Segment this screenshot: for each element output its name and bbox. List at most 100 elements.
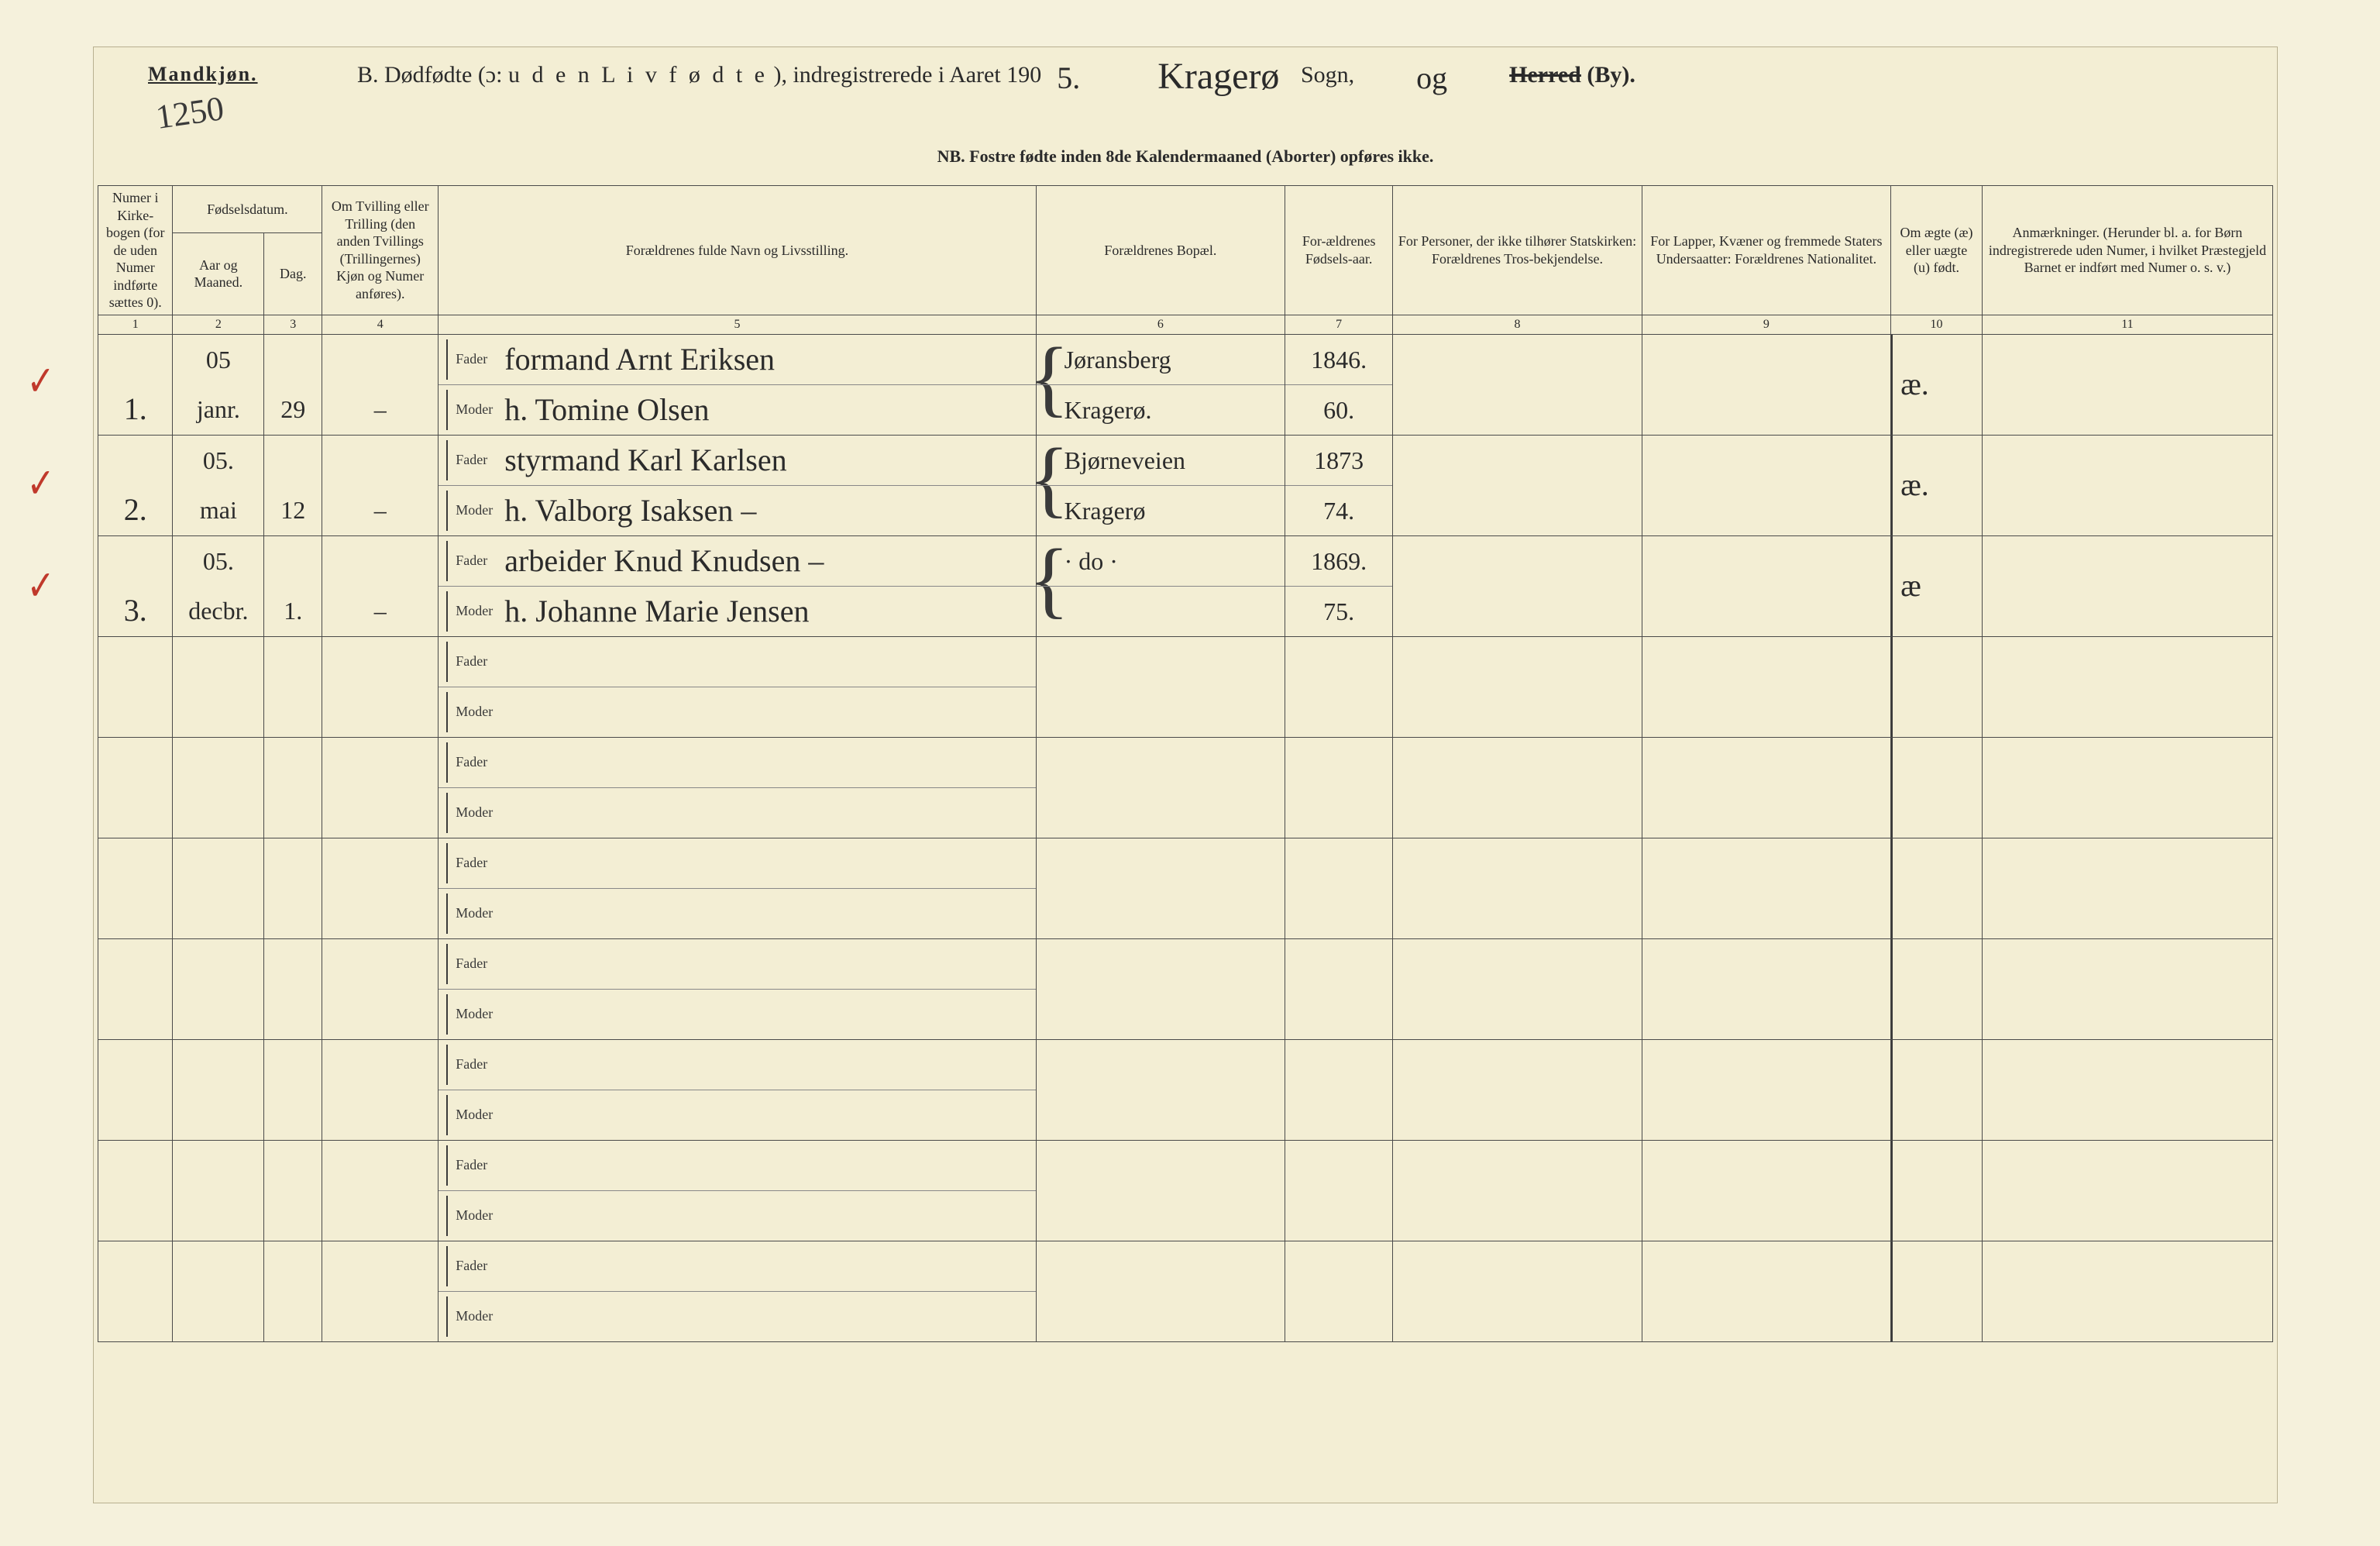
moder-label: Moder (446, 894, 497, 934)
col-header-11: Anmærkninger. (Herunder bl. a. for Børn … (1982, 186, 2272, 315)
colnum-3: 3 (264, 315, 322, 334)
title-spaced: u d e n L i v f ø d t e (508, 62, 768, 88)
moder-residence: Kragerø. (1044, 398, 1152, 422)
fader-label: Fader (446, 339, 497, 380)
col-header-6: Forældrenes Bopæl. (1036, 186, 1285, 315)
col-header-2: Aar og Maaned. (173, 233, 264, 315)
page-header: Mandkjøn. B. Dødfødte (ɔ: u d e n L i v … (94, 47, 2277, 167)
table-row-blank: Fader Moder (98, 1039, 2273, 1140)
fader-label: Fader (446, 440, 497, 480)
moder-name: h. Johanne Marie Jensen (504, 596, 809, 627)
entry-twin: – (330, 598, 430, 623)
colnum-10: 10 (1891, 315, 1983, 334)
moder-label: Moder (446, 793, 497, 833)
colnum-1: 1 (98, 315, 173, 334)
herred-struck: Herred (1509, 62, 1581, 88)
col-header-3: Dag. (264, 233, 322, 315)
fader-name: styrmand Karl Karlsen (504, 445, 786, 476)
subtitle-nb: NB. Fostre fødte inden 8de Kalendermaane… (125, 146, 2246, 167)
fader-label: Fader (446, 944, 497, 984)
moder-label: Moder (446, 390, 497, 430)
label-by: (By). (1587, 62, 1635, 88)
entry-nationality (1642, 535, 1890, 636)
fader-birthyear: 1869. (1293, 549, 1384, 573)
ledger-page: Mandkjøn. B. Dødfødte (ɔ: u d e n L i v … (93, 46, 2278, 1503)
table-row: 2. 05. mai 12 – Fader styrmand Karl Karl… (98, 435, 2273, 535)
moder-label: Moder (446, 994, 497, 1035)
moder-label: Moder (446, 1095, 497, 1135)
entry-month: janr. (181, 397, 256, 422)
red-check-icon: ✓ (27, 459, 55, 508)
fader-label: Fader (446, 642, 497, 682)
entry-twin: – (330, 498, 430, 522)
entry-notes (1982, 334, 2272, 435)
entry-legitimacy: æ (1900, 570, 1921, 601)
col-header-7: For-ældrenes Fødsels-aar. (1285, 186, 1393, 315)
moder-birthyear: 60. (1293, 398, 1384, 422)
fader-name: formand Arnt Eriksen (504, 344, 775, 375)
moder-label: Moder (446, 692, 497, 732)
table-head: Numer i Kirke-bogen (for de uden Numer i… (98, 186, 2273, 335)
entry-faith (1393, 334, 1642, 435)
entry-faith (1393, 435, 1642, 535)
entry-year: 05 (181, 347, 256, 372)
moder-label: Moder (446, 491, 497, 531)
table-row: 1. 05 janr. 29 – Fader formand Arnt Erik… (98, 334, 2273, 435)
fader-name: arbeider Knud Knudsen – (504, 546, 824, 577)
entry-day: 1. (272, 598, 314, 623)
entry-day: 29 (272, 397, 314, 422)
moder-label: Moder (446, 591, 497, 632)
table-row-blank: Fader Moder (98, 1241, 2273, 1341)
colnum-5: 5 (439, 315, 1036, 334)
entry-faith (1393, 535, 1642, 636)
moder-name: h. Valborg Isaksen – (504, 495, 756, 526)
entry-nationality (1642, 334, 1890, 435)
fader-residence: Bjørneveien (1044, 448, 1185, 473)
colnum-6: 6 (1036, 315, 1285, 334)
fader-label: Fader (446, 1045, 497, 1085)
moder-label: Moder (446, 1296, 497, 1337)
table-row-blank: Fader Moder (98, 636, 2273, 737)
entry-legitimacy: æ. (1900, 470, 1929, 501)
og-hand: og (1401, 60, 1463, 96)
colnum-7: 7 (1285, 315, 1393, 334)
fader-label: Fader (446, 1145, 497, 1186)
col-header-1: Numer i Kirke-bogen (for de uden Numer i… (98, 186, 173, 315)
entry-year: 05. (181, 549, 256, 573)
table-row-blank: Fader Moder (98, 938, 2273, 1039)
entry-notes (1982, 535, 2272, 636)
parish-name-hand: Kragerø (1142, 55, 1295, 98)
entry-nationality (1642, 435, 1890, 535)
table-body: 1. 05 janr. 29 – Fader formand Arnt Erik… (98, 334, 2273, 1341)
entry-number: 2. (124, 494, 147, 525)
fader-label: Fader (446, 843, 497, 883)
table-row: 3. 05. decbr. 1. – Fader arbeider Knud K… (98, 535, 2273, 636)
fader-residence: Jøransberg (1044, 347, 1171, 372)
col-header-8: For Personer, der ikke tilhører Statskir… (1393, 186, 1642, 315)
entry-month: mai (181, 498, 256, 522)
red-check-icon: ✓ (27, 561, 55, 610)
red-check-icon: ✓ (27, 356, 55, 405)
col-header-10: Om ægte (æ) eller uægte (u) født. (1891, 186, 1983, 315)
colnum-9: 9 (1642, 315, 1890, 334)
col-header-2-group: Fødselsdatum. (173, 186, 322, 233)
table-row-blank: Fader Moder (98, 838, 2273, 938)
fader-birthyear: 1846. (1293, 347, 1384, 372)
colnum-8: 8 (1393, 315, 1642, 334)
entry-twin: – (330, 397, 430, 422)
colnum-2: 2 (173, 315, 264, 334)
title-suffix1: ), indregistrerede i Aaret 190 (773, 62, 1041, 88)
fader-label: Fader (446, 742, 497, 783)
col-header-9: For Lapper, Kvæner og fremmede Staters U… (1642, 186, 1890, 315)
entry-notes (1982, 435, 2272, 535)
entry-day: 12 (272, 498, 314, 522)
entry-year: 05. (181, 448, 256, 473)
moder-label: Moder (446, 1196, 497, 1236)
entry-number: 1. (124, 394, 147, 425)
label-sogn: Sogn, (1301, 62, 1354, 88)
fader-label: Fader (446, 541, 497, 581)
register-table: Numer i Kirke-bogen (for de uden Numer i… (98, 185, 2273, 1342)
moder-name: h. Tomine Olsen (504, 394, 709, 425)
moder-birthyear: 74. (1293, 498, 1384, 523)
col-header-4: Om Tvilling eller Trilling (den anden Tv… (322, 186, 439, 315)
